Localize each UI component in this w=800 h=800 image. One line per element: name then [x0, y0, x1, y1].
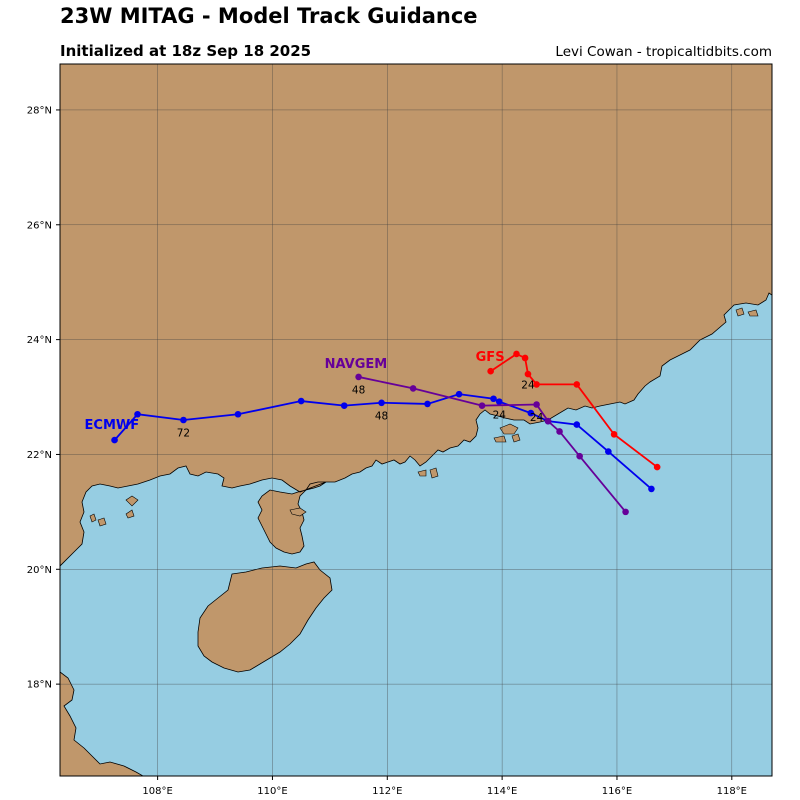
track-point — [424, 400, 431, 408]
lat-tick-label: 26°N — [27, 220, 52, 231]
track-gfs: 24 GFS — [476, 350, 661, 471]
model-name-label: ECMWF — [85, 418, 140, 433]
coastal-islet — [429, 467, 439, 479]
track-point — [134, 410, 141, 418]
lat-tick-label: 22°N — [27, 450, 52, 461]
hainan-island — [197, 561, 333, 673]
track-point — [495, 398, 503, 405]
track-point — [605, 448, 612, 455]
init-time: Initialized at 18z Sep 18 2025 — [60, 42, 312, 60]
forecast-hour-label: 48 — [375, 410, 388, 422]
track-point — [521, 354, 529, 362]
gulf-islet — [125, 495, 139, 507]
lon-tick-label: 116°E — [602, 786, 632, 797]
source-credit: Levi Cowan - tropicaltidbits.com — [555, 44, 772, 60]
lon-tick-label: 118°E — [717, 786, 747, 797]
track-point — [573, 381, 581, 388]
model-name-label: GFS — [476, 350, 505, 365]
track-point — [576, 452, 583, 460]
track-line — [358, 376, 627, 513]
track-point — [487, 367, 494, 375]
track-point — [648, 485, 655, 493]
track-point — [478, 402, 486, 409]
track-line — [113, 393, 653, 490]
lat-tick-label: 24°N — [27, 335, 52, 346]
plot-frame — [59, 63, 773, 777]
model-tracks: 24 GFS 24 48 72 ECMWF 24 48 NAVGEM — [85, 350, 661, 516]
track-point — [234, 410, 242, 418]
track-point — [297, 397, 305, 405]
track-point — [378, 399, 385, 407]
track-point — [527, 409, 535, 417]
map-title: 23W MITAG - Model Track Guidance — [60, 4, 478, 28]
lon-tick-label: 112°E — [372, 786, 402, 797]
forecast-hour-label: 24 — [493, 409, 507, 421]
gulf-islet — [97, 517, 107, 527]
estuary-island — [493, 435, 507, 443]
track-point — [622, 508, 629, 516]
track-point — [490, 395, 497, 403]
estuary-island — [511, 433, 521, 443]
gulf-islet — [125, 509, 135, 519]
track-point — [533, 401, 540, 408]
lon-tick-label: 114°E — [487, 786, 517, 797]
track-ecmwf: 24 48 72 ECMWF — [85, 390, 655, 493]
leizhou-islet — [289, 507, 307, 517]
track-point — [340, 402, 348, 409]
axis-ticks: 108°E 110°E 112°E 114°E 116°E 118°E 18°N 20°N 22… — [27, 105, 747, 797]
mainland-landmass — [60, 64, 772, 567]
track-point — [573, 421, 581, 428]
forecast-hour-label: 48 — [352, 385, 365, 397]
track-point — [180, 416, 187, 424]
coastal-islet — [417, 469, 427, 477]
track-point — [409, 385, 417, 392]
track-point — [524, 370, 532, 378]
estuary-island — [499, 423, 519, 435]
coastal-islet — [747, 309, 759, 317]
southwest-landmass — [60, 671, 144, 776]
track-point — [544, 417, 552, 425]
forecast-hour-label: 72 — [177, 428, 190, 440]
coastal-islet — [735, 307, 745, 317]
forecast-hour-label: 24 — [521, 379, 535, 391]
track-point — [513, 350, 520, 358]
lat-tick-label: 20°N — [27, 565, 52, 576]
gridlines — [60, 64, 772, 776]
lat-tick-label: 28°N — [27, 105, 52, 116]
gulf-islet — [89, 513, 97, 523]
track-point — [610, 431, 618, 438]
model-name-label: NAVGEM — [325, 357, 388, 372]
track-point — [653, 463, 661, 471]
lon-tick-label: 108°E — [142, 786, 172, 797]
track-point — [455, 390, 463, 398]
track-point — [556, 428, 563, 435]
track-point — [355, 373, 362, 381]
lat-tick-label: 18°N — [27, 680, 52, 691]
track-point — [533, 381, 540, 388]
forecast-hour-label: 24 — [530, 412, 544, 424]
lon-tick-label: 110°E — [257, 786, 287, 797]
track-point — [111, 436, 118, 444]
track-navgem: 24 48 NAVGEM — [325, 357, 629, 516]
